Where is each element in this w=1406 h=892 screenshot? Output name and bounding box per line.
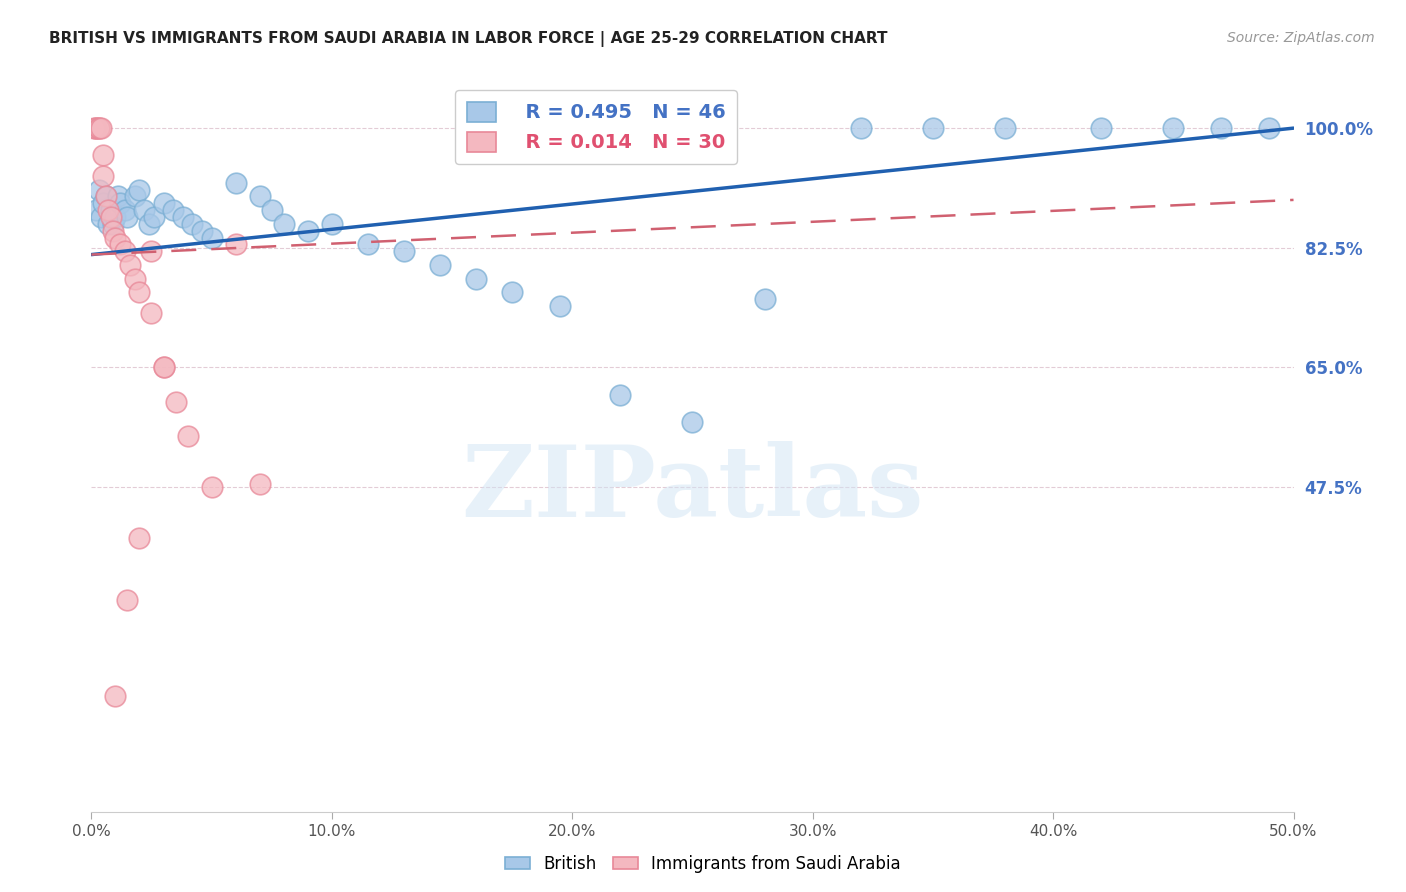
Point	[225, 237, 247, 252]
Point	[465, 271, 488, 285]
Point	[754, 292, 776, 306]
Point	[101, 217, 124, 231]
Point	[142, 210, 165, 224]
Point	[90, 121, 112, 136]
Point	[249, 476, 271, 491]
Point	[162, 203, 184, 218]
Point	[124, 189, 146, 203]
Point	[107, 189, 129, 203]
Point	[94, 189, 117, 203]
Point	[429, 258, 451, 272]
Point	[152, 360, 174, 375]
Point	[172, 210, 194, 224]
Point	[922, 121, 945, 136]
Point	[273, 217, 295, 231]
Point	[1211, 121, 1233, 136]
Point	[260, 203, 283, 218]
Point	[548, 299, 571, 313]
Point	[100, 203, 122, 218]
Point	[117, 210, 139, 224]
Point	[152, 360, 174, 375]
Text: BRITISH VS IMMIGRANTS FROM SAUDI ARABIA IN LABOR FORCE | AGE 25-29 CORRELATION C: BRITISH VS IMMIGRANTS FROM SAUDI ARABIA …	[49, 31, 887, 47]
Point	[104, 230, 127, 244]
Point	[93, 148, 115, 162]
Text: Source: ZipAtlas.com: Source: ZipAtlas.com	[1227, 31, 1375, 45]
Point	[100, 210, 122, 224]
Point	[609, 388, 631, 402]
Point	[97, 203, 120, 218]
Point	[501, 285, 523, 300]
Point	[152, 196, 174, 211]
Point	[1258, 121, 1281, 136]
Point	[94, 189, 117, 203]
Point	[90, 210, 112, 224]
Point	[93, 196, 115, 211]
Point	[87, 121, 110, 136]
Point	[114, 203, 136, 218]
Point	[124, 271, 146, 285]
Point	[849, 121, 872, 136]
Point	[1090, 121, 1112, 136]
Point	[176, 429, 198, 443]
Point	[110, 196, 132, 211]
Point	[117, 592, 139, 607]
Point	[114, 244, 136, 259]
Point	[118, 258, 141, 272]
Text: ZIPatlas: ZIPatlas	[461, 442, 924, 539]
Point	[201, 480, 224, 494]
Point	[225, 176, 247, 190]
Point	[138, 217, 160, 231]
Point	[392, 244, 415, 259]
Point	[128, 285, 150, 300]
Point	[87, 121, 110, 136]
Point	[134, 203, 156, 218]
Point	[84, 121, 107, 136]
Point	[101, 224, 124, 238]
Point	[84, 121, 107, 136]
Point	[297, 224, 319, 238]
Point	[249, 189, 271, 203]
Legend:   R = 0.495   N = 46,   R = 0.014   N = 30: R = 0.495 N = 46, R = 0.014 N = 30	[456, 90, 737, 164]
Point	[97, 217, 120, 231]
Point	[994, 121, 1017, 136]
Point	[201, 230, 224, 244]
Point	[1161, 121, 1184, 136]
Point	[141, 306, 163, 320]
Point	[93, 169, 115, 183]
Point	[191, 224, 214, 238]
Point	[110, 237, 132, 252]
Point	[128, 531, 150, 545]
Point	[181, 217, 204, 231]
Point	[83, 121, 105, 136]
Point	[321, 217, 343, 231]
Point	[128, 183, 150, 197]
Point	[104, 210, 127, 224]
Legend: British, Immigrants from Saudi Arabia: British, Immigrants from Saudi Arabia	[498, 848, 908, 880]
Point	[84, 203, 107, 218]
Point	[141, 244, 163, 259]
Point	[165, 394, 187, 409]
Point	[104, 689, 127, 703]
Point	[357, 237, 380, 252]
Point	[681, 415, 703, 429]
Point	[87, 183, 110, 197]
